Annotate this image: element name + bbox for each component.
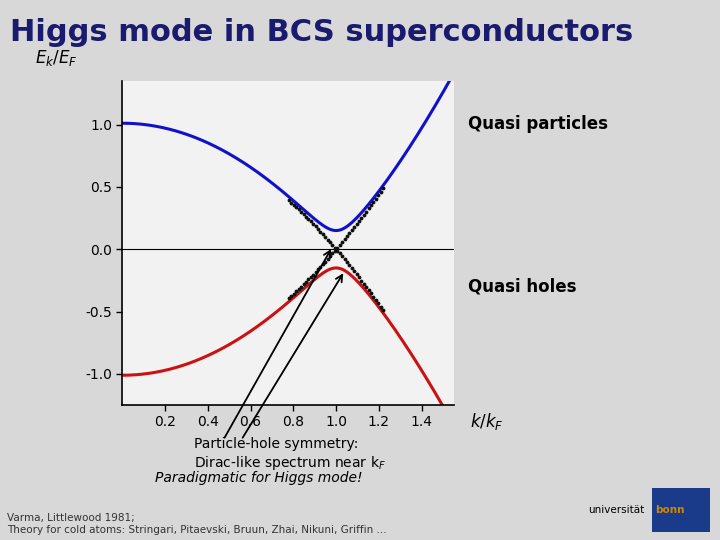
Text: bonn: bonn [655,505,685,515]
Bar [652,488,710,532]
Y-axis label: $E_k/E_F$: $E_k/E_F$ [35,48,78,68]
Text: Particle-hole symmetry:
Dirac-like spectrum near k$_F$: Particle-hole symmetry: Dirac-like spect… [194,437,387,472]
Text: Quasi particles: Quasi particles [468,115,608,133]
Text: universität: universität [588,505,645,515]
Text: Paradigmatic for Higgs mode!: Paradigmatic for Higgs mode! [156,471,363,485]
Text: Quasi holes: Quasi holes [468,277,577,295]
X-axis label: $k/k_F$: $k/k_F$ [470,411,503,433]
Text: Higgs mode in BCS superconductors: Higgs mode in BCS superconductors [10,18,634,47]
Text: Varma, Littlewood 1981;
Theory for cold atoms: Stringari, Pitaevski, Bruun, Zhai: Varma, Littlewood 1981; Theory for cold … [7,513,387,535]
